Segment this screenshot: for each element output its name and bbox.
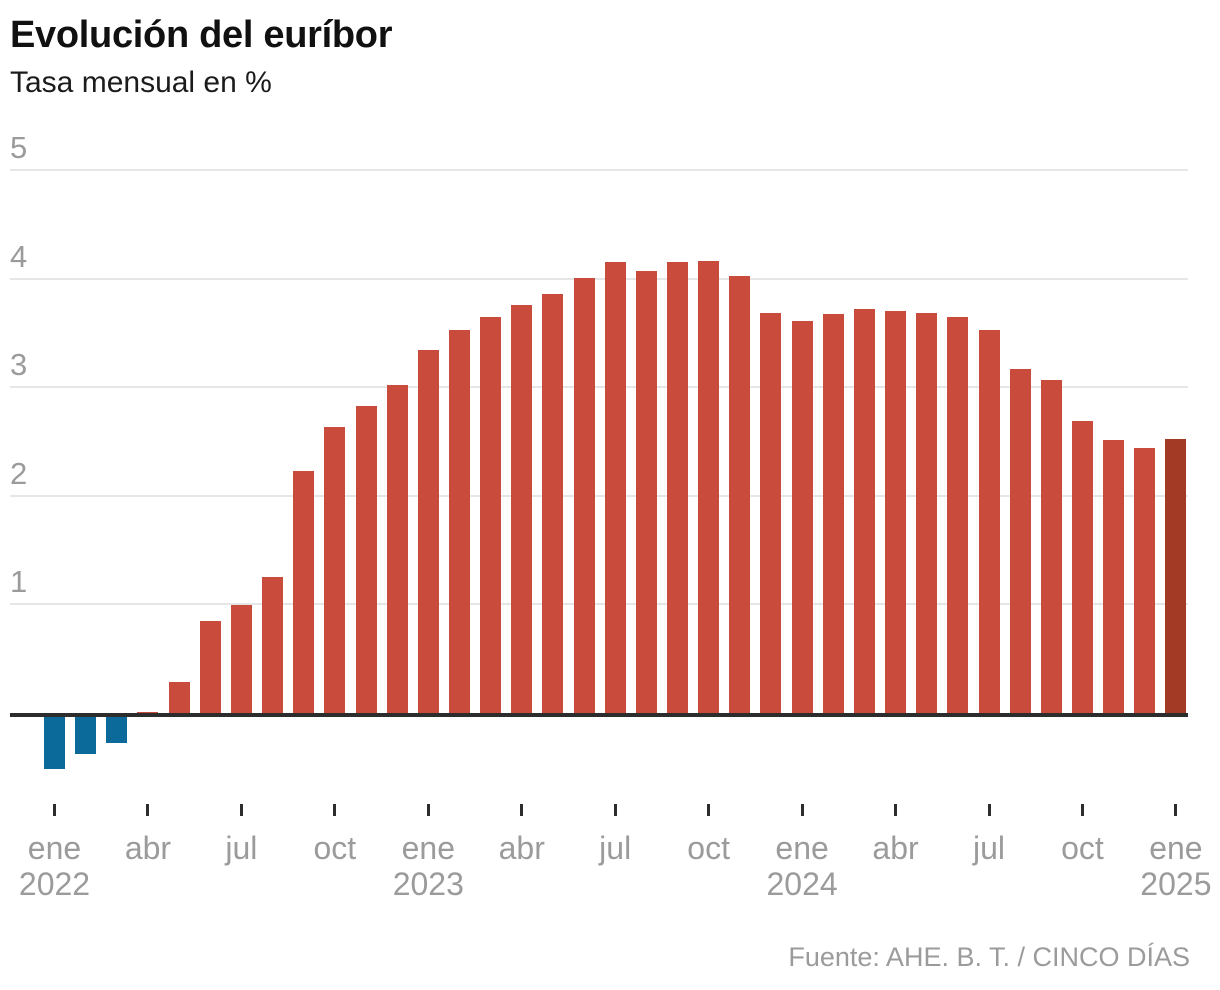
bar [667, 262, 688, 713]
chart-subtitle: Tasa mensual en % [10, 66, 272, 99]
x-year-label: 2023 [392, 866, 464, 902]
bar [293, 470, 315, 713]
bar [75, 717, 97, 754]
x-tick [987, 804, 991, 816]
x-month-label: ene [401, 830, 455, 866]
x-month-label: oct [687, 830, 730, 866]
x-tick [239, 804, 243, 816]
y-axis-label: 3 [10, 347, 28, 383]
x-year-label: 2022 [18, 866, 91, 902]
x-tick [894, 804, 898, 816]
x-month-label: ene [775, 830, 829, 866]
bar [355, 405, 377, 713]
bar [168, 681, 190, 713]
y-gridline [10, 386, 1188, 389]
x-tick [1080, 804, 1084, 816]
x-year-label: 2024 [766, 866, 838, 902]
x-month-label: abr [498, 830, 545, 866]
bar [885, 311, 907, 713]
y-gridline [10, 603, 1188, 606]
x-month-label: oct [313, 830, 357, 866]
bar [978, 329, 1000, 713]
bar [760, 313, 782, 713]
y-gridline [10, 277, 1188, 280]
x-month-label: abr [124, 830, 172, 866]
bar [1040, 379, 1062, 713]
x-year-label: 2025 [1140, 866, 1212, 902]
x-month-label: jul [225, 830, 258, 866]
y-gridline [10, 494, 1188, 497]
bar [1009, 368, 1031, 713]
x-tick [53, 804, 56, 816]
bar [324, 427, 346, 713]
bar [1134, 448, 1156, 713]
bar [199, 620, 221, 713]
bar [44, 717, 65, 770]
bar [947, 316, 969, 713]
source-credit: Fuente: AHE. B. T. / CINCO DÍAS [788, 942, 1190, 972]
y-gridline [10, 169, 1188, 171]
x-tick [333, 804, 337, 816]
bar [480, 316, 502, 713]
bar [542, 293, 564, 713]
x-tick [426, 804, 430, 816]
x-month-label: ene [27, 830, 82, 866]
bar [853, 309, 875, 713]
bar [137, 711, 159, 713]
y-axis-label: 5 [10, 130, 28, 165]
chart-title: Evolución del euríbor [10, 14, 393, 56]
x-tick [520, 804, 524, 816]
x-month-label: jul [599, 830, 632, 866]
bar [511, 304, 533, 713]
x-month-label: ene [1149, 830, 1203, 866]
x-tick [146, 804, 150, 816]
x-tick [1174, 804, 1178, 816]
bar [604, 262, 626, 713]
bar [1103, 440, 1125, 713]
baseline-axis [10, 713, 1188, 717]
bar [230, 605, 252, 713]
bar [106, 717, 128, 744]
x-tick [613, 804, 617, 816]
bar [1165, 439, 1187, 713]
bar [822, 314, 844, 713]
x-tick [707, 804, 711, 816]
y-axis-label: 4 [10, 238, 28, 274]
bar [698, 261, 720, 713]
x-month-label: jul [972, 830, 1005, 866]
bar [573, 277, 595, 713]
bar [262, 577, 284, 713]
bar [635, 270, 657, 713]
y-axis-label: 2 [10, 455, 28, 491]
bar [791, 320, 813, 713]
x-tick [800, 804, 804, 816]
y-axis-label: 1 [10, 564, 28, 600]
x-month-label: oct [1061, 830, 1104, 866]
bar [417, 350, 439, 713]
bar [386, 385, 408, 713]
bar [1071, 420, 1093, 713]
bar [916, 313, 938, 713]
x-month-label: abr [872, 830, 919, 866]
bar [448, 329, 470, 713]
bar [729, 276, 751, 713]
